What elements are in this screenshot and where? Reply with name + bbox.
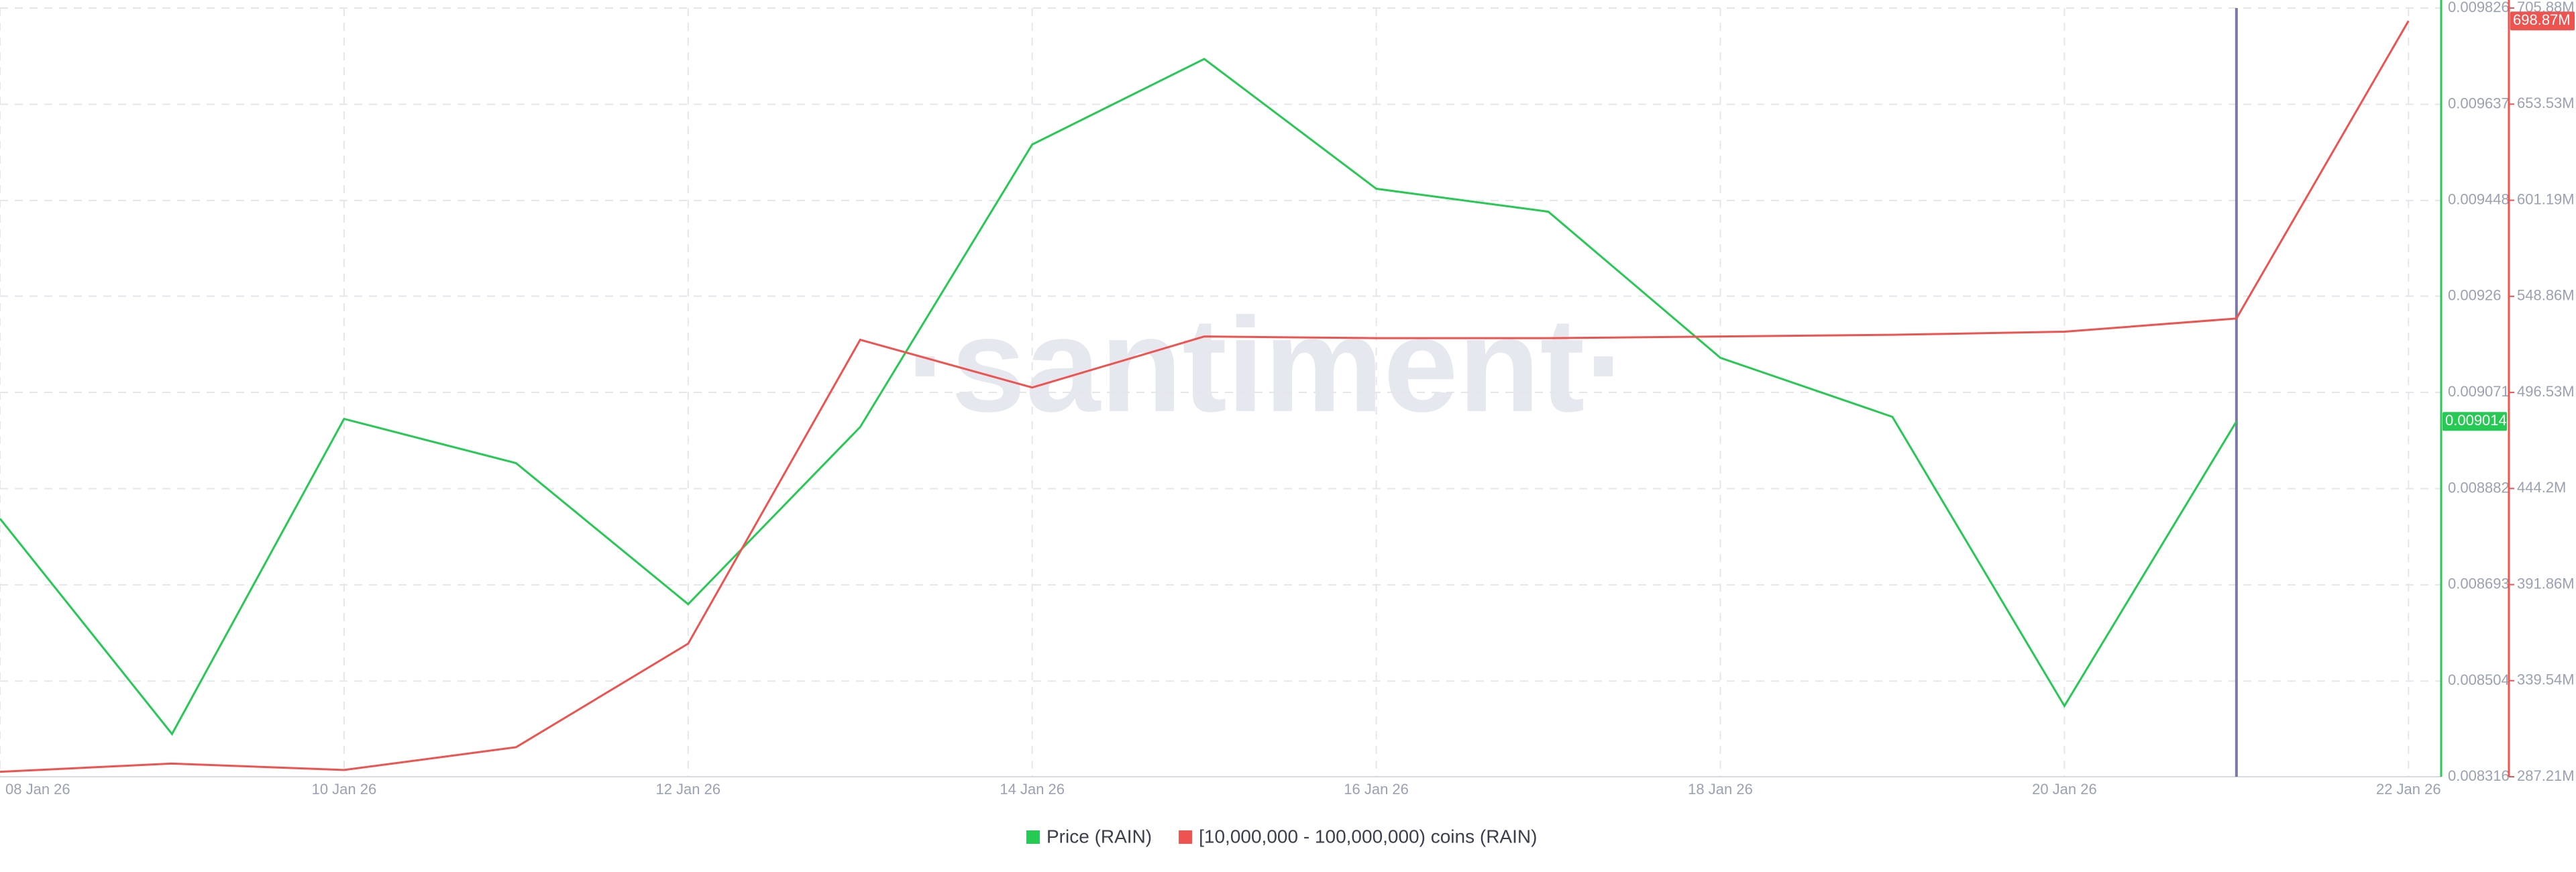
y2-tick-label: 548.86M (2517, 287, 2575, 304)
series-line (0, 58, 2238, 736)
x-tick-label: 10 Jan 26 (312, 781, 377, 798)
y2-tick-label: 496.53M (2517, 383, 2575, 400)
series-line (0, 20, 2410, 773)
y-tick-label: 0.008882 (2448, 479, 2510, 496)
x-tick-label: 18 Jan 26 (1688, 781, 1753, 798)
y2-tick-label: 444.2M (2517, 479, 2566, 496)
y-tick-label: 0.009637 (2448, 95, 2510, 111)
y-tick-label: 0.009071 (2448, 383, 2510, 400)
legend-swatch (1026, 830, 1040, 844)
y-tick-label: 0.008693 (2448, 576, 2510, 592)
y-tick-label: 0.008316 (2448, 767, 2510, 784)
x-tick-label: 22 Jan 26 (2376, 781, 2441, 798)
legend-swatch (1179, 830, 1193, 844)
x-tick-label: 12 Jan 26 (655, 781, 720, 798)
y2-tick-label: 287.21M (2517, 767, 2575, 784)
y2-tick-label: 653.53M (2517, 95, 2575, 111)
x-tick-label: 20 Jan 26 (2032, 781, 2097, 798)
y-tick-label: 0.00926 (2448, 286, 2502, 303)
y-tick-label: 0.009826 (2448, 0, 2510, 15)
legend-label: Price (RAIN) (1046, 826, 1152, 847)
y2-tick-label: 339.54M (2517, 671, 2575, 688)
y-tick-label: 0.008504 (2448, 671, 2510, 688)
y2-tick-label: 601.19M (2517, 190, 2575, 207)
value-label-text: 0.009014 (2445, 412, 2507, 429)
legend: Price (RAIN) [10,000,000 - 100,000,000) c… (1026, 826, 1537, 847)
value-label-box (2510, 11, 2575, 31)
legend-label: [10,000,000 - 100,000,000) coins (RAIN) (1199, 826, 1537, 847)
value-label-text: 698.87M (2513, 11, 2571, 28)
y2-tick-label: 705.88M (2517, 0, 2575, 15)
value-label: 0.009014 (2443, 412, 2507, 431)
x-tick-label: 08 Jan 26 (5, 781, 70, 798)
x-tick-label: 14 Jan 26 (1000, 781, 1065, 798)
watermark: ·santiment· (906, 290, 1629, 440)
y2-tick-label: 391.86M (2517, 575, 2575, 592)
value-label-box (2443, 412, 2507, 431)
value-label: 698.87M (2510, 11, 2575, 31)
y-tick-label: 0.009448 (2448, 191, 2510, 208)
x-tick-label: 16 Jan 26 (1344, 781, 1409, 798)
